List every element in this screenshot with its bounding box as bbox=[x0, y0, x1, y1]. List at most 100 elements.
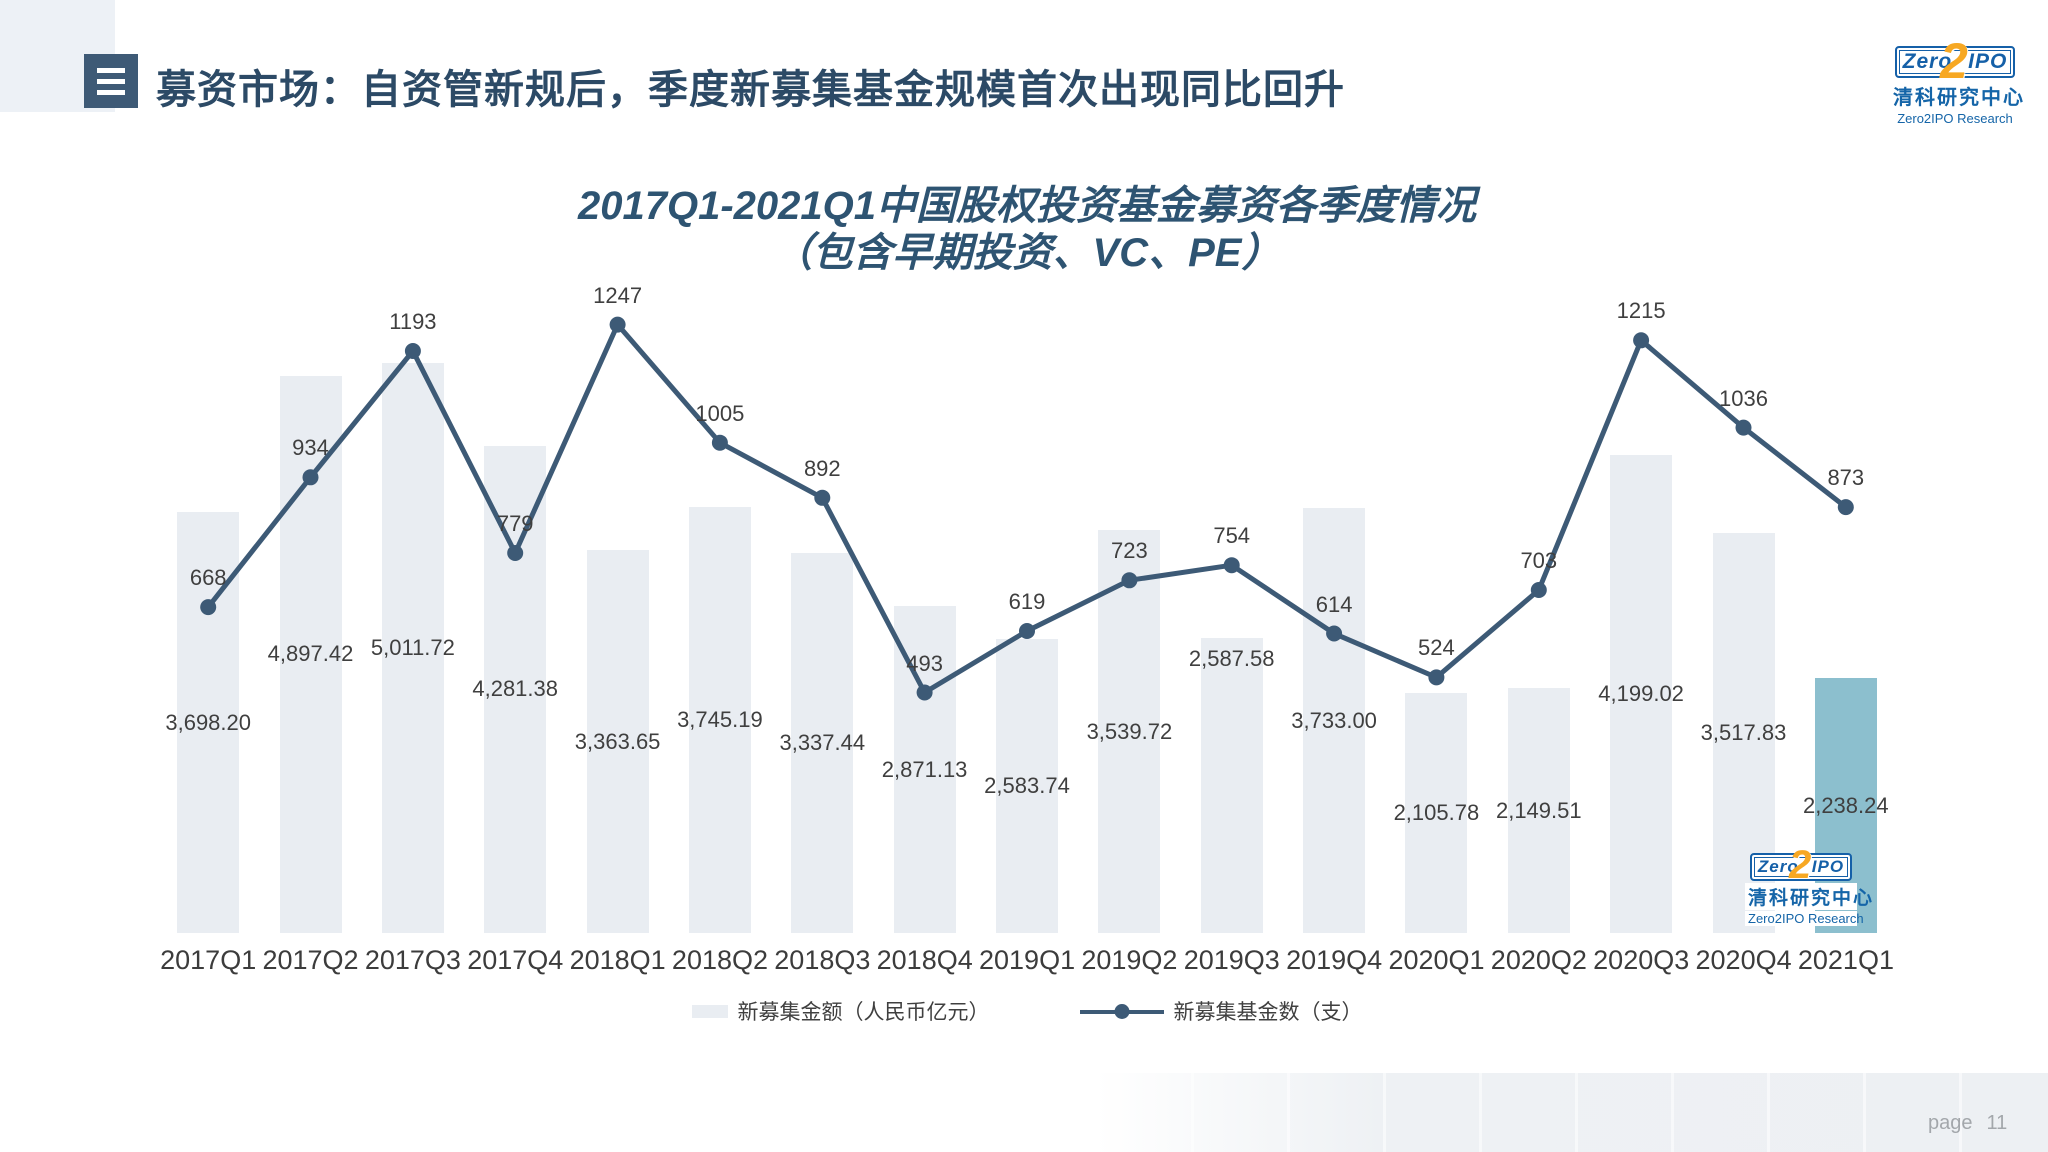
line-marker-2017Q3 bbox=[404, 343, 421, 359]
legend-label-amount: 新募集金额（人民币亿元） bbox=[737, 1001, 990, 1024]
x-tick-2018Q3: 2018Q3 bbox=[774, 945, 871, 975]
line-value-label-2018Q1: 1247 bbox=[593, 282, 643, 308]
x-tick-2017Q2: 2017Q2 bbox=[262, 945, 359, 975]
line-value-label-2018Q4: 493 bbox=[906, 650, 943, 676]
bar-value-label-2020Q2: 2,149.51 bbox=[1495, 797, 1582, 823]
watermark-cn-name: 清科研究中心 bbox=[1745, 883, 1872, 910]
bar-value-label-2017Q3: 5,011.72 bbox=[370, 634, 455, 660]
line-marker-2020Q2 bbox=[1530, 582, 1547, 598]
x-tick-2018Q1: 2018Q1 bbox=[569, 945, 666, 975]
line-value-label-2019Q3: 754 bbox=[1213, 523, 1251, 549]
line-value-label-2017Q1: 668 bbox=[189, 565, 227, 591]
logo-ipo-text: IPO bbox=[1968, 50, 2008, 73]
bar-2020Q3 bbox=[1610, 455, 1673, 933]
bar-value-label-2020Q4: 3,517.83 bbox=[1700, 719, 1787, 745]
bar-value-label-2018Q1: 3,363.65 bbox=[574, 728, 661, 754]
line-marker-2018Q1 bbox=[609, 316, 626, 333]
bar-series-swatch bbox=[691, 1004, 728, 1018]
bar-2018Q1 bbox=[586, 550, 649, 933]
line-value-label-2018Q2: 1005 bbox=[695, 400, 745, 426]
x-tick-2019Q2: 2019Q2 bbox=[1081, 945, 1178, 975]
zero2ipo-logo: Zero IPO 2 清科研究中心 Zero2IPO Research bbox=[1890, 36, 2023, 126]
line-marker-2019Q1 bbox=[1019, 623, 1035, 639]
x-axis: 2017Q1 2017Q2 2017Q3 2017Q4 2018Q1 2018Q2 2018… bbox=[157, 945, 1897, 976]
bar-2018Q3 bbox=[791, 553, 854, 933]
line-value-label-2017Q2: 934 bbox=[292, 435, 329, 461]
line-value-label-2017Q4: 779 bbox=[496, 511, 534, 536]
line-series bbox=[200, 316, 1854, 701]
bar-2020Q1 bbox=[1405, 693, 1468, 933]
bar-value-label-2017Q1: 3,698.20 bbox=[165, 709, 252, 735]
zero2ipo-watermark-logo: Zero IPO 2 清科研究中心 Zero2IPO Research bbox=[1745, 845, 1872, 926]
line-value-label-2017Q3: 1193 bbox=[389, 309, 437, 334]
logo-en-name: Zero2IPO Research bbox=[1890, 111, 2020, 126]
bar-value-label-2017Q4: 4,281.38 bbox=[472, 676, 559, 702]
line-value-label-2018Q3: 892 bbox=[803, 455, 841, 481]
zero2ipo-logo-box: Zero IPO 2 bbox=[1894, 36, 2016, 86]
bar-value-label-2020Q1: 2,105.78 bbox=[1393, 800, 1480, 826]
line-marker-2018Q4 bbox=[916, 684, 933, 701]
zero2ipo-watermark-box: Zero IPO 2 bbox=[1749, 845, 1853, 885]
line-marker-2018Q3 bbox=[814, 489, 831, 506]
watermark-ipo-text: IPO bbox=[1811, 857, 1845, 876]
bar-2017Q2 bbox=[279, 375, 342, 933]
x-tick-2018Q2: 2018Q2 bbox=[671, 945, 769, 975]
legend: 新募集金额（人民币亿元） 新募集基金数（支） bbox=[157, 996, 1897, 1026]
line-value-label-2021Q1: 873 bbox=[1827, 465, 1865, 491]
x-tick-2020Q3: 2020Q3 bbox=[1593, 945, 1690, 975]
watermark-zero-text: Zero bbox=[1757, 857, 1799, 876]
x-tick-2020Q4: 2020Q4 bbox=[1695, 945, 1792, 975]
logo-two-text: 2 bbox=[1939, 33, 1968, 89]
line-series-swatch bbox=[1079, 1003, 1164, 1019]
x-tick-2019Q4: 2019Q4 bbox=[1286, 945, 1383, 975]
legend-item-count: 新募集基金数（支） bbox=[1079, 996, 1363, 1026]
x-tick-2017Q1: 2017Q1 bbox=[160, 945, 257, 975]
line-marker-2020Q4 bbox=[1735, 419, 1752, 436]
page-number: page 11 bbox=[1928, 1112, 2008, 1134]
watermark-en-name: Zero2IPO Research bbox=[1745, 911, 1864, 926]
bar-value-label-2018Q4: 2,871.13 bbox=[881, 756, 968, 782]
chart-title-line1: 2017Q1-2021Q1中国股权投资基金募资各季度情况 bbox=[577, 184, 1476, 228]
line-marker-2021Q1 bbox=[1837, 499, 1854, 516]
logo-zero-text: Zero bbox=[1902, 50, 1953, 73]
x-tick-2017Q3: 2017Q3 bbox=[364, 945, 461, 975]
line-value-label-2020Q3: 1215 bbox=[1616, 298, 1666, 324]
bar-2019Q2 bbox=[1098, 530, 1161, 933]
logo-cn-name: 清科研究中心 bbox=[1890, 81, 2023, 110]
bar-value-label-2021Q1: 2,238.24 bbox=[1802, 792, 1889, 818]
line-marker-2017Q2 bbox=[302, 469, 319, 486]
bar-2018Q2 bbox=[688, 506, 751, 933]
x-tick-2020Q2: 2020Q2 bbox=[1490, 945, 1587, 975]
page-title: 募资市场：自资管新规后，季度新募集基金规模首次出现同比回升 bbox=[156, 68, 1345, 112]
x-tick-2021Q1: 2021Q1 bbox=[1797, 945, 1894, 975]
bar-2019Q4 bbox=[1303, 508, 1366, 933]
watermark-two-text: 2 bbox=[1788, 843, 1812, 887]
bottom-decoration-band bbox=[1095, 1073, 2048, 1152]
bar-value-label-2019Q4: 3,733.00 bbox=[1291, 707, 1377, 733]
chart-title: 2017Q1-2021Q1中国股权投资基金募资各季度情况 （包含早期投资、VC、… bbox=[157, 183, 1897, 277]
bar-value-label-2019Q1: 2,583.74 bbox=[984, 772, 1070, 798]
bar-value-label-2020Q3: 4,199.02 bbox=[1598, 681, 1684, 706]
x-tick-2019Q3: 2019Q3 bbox=[1183, 945, 1280, 975]
x-tick-2019Q1: 2019Q1 bbox=[979, 945, 1076, 975]
bar-value-label-2019Q2: 3,539.72 bbox=[1086, 718, 1173, 744]
line-value-label-2020Q2: 703 bbox=[1520, 548, 1558, 573]
line-value-label-2019Q1: 619 bbox=[1008, 589, 1046, 614]
line-marker-2017Q1 bbox=[200, 599, 217, 616]
line-marker-2017Q4 bbox=[507, 545, 524, 561]
line-value-label-2019Q2: 723 bbox=[1111, 538, 1148, 564]
line-marker-2018Q2 bbox=[711, 434, 728, 451]
bar-value-label-2017Q2: 4,897.42 bbox=[267, 641, 354, 667]
bar-2018Q4 bbox=[893, 606, 956, 933]
line-marker-2020Q1 bbox=[1428, 669, 1445, 686]
line-marker-2019Q4 bbox=[1326, 625, 1343, 642]
line-value-label-2020Q1: 524 bbox=[1418, 635, 1455, 661]
line-marker-2019Q3 bbox=[1223, 557, 1240, 574]
chart-title-line2: （包含早期投资、VC、PE） bbox=[772, 231, 1282, 275]
bar-value-label-2018Q3: 3,337.44 bbox=[779, 730, 866, 755]
bar-2019Q3 bbox=[1200, 638, 1263, 933]
x-tick-2017Q4: 2017Q4 bbox=[467, 945, 564, 975]
list-icon bbox=[84, 54, 138, 108]
bar-2019Q1 bbox=[996, 638, 1058, 933]
x-tick-2020Q1: 2020Q1 bbox=[1388, 945, 1485, 975]
